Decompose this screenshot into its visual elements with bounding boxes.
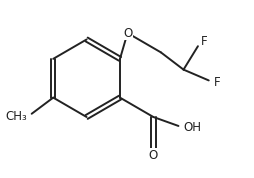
Text: OH: OH bbox=[184, 121, 201, 134]
Text: CH₃: CH₃ bbox=[6, 111, 27, 124]
Text: F: F bbox=[201, 35, 207, 48]
Text: O: O bbox=[149, 149, 158, 162]
Text: F: F bbox=[214, 76, 220, 89]
Text: O: O bbox=[123, 27, 132, 40]
